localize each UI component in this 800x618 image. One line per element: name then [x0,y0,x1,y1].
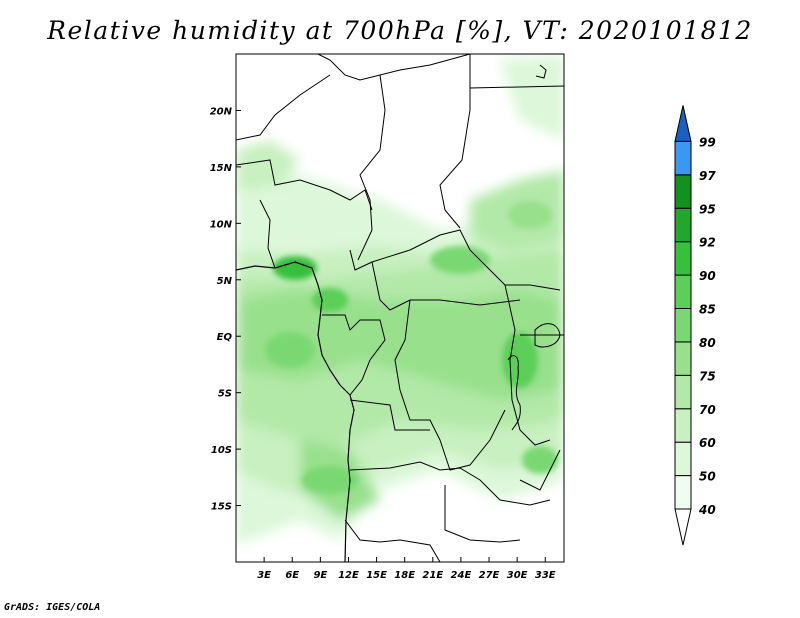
x-tick-label: 6E [285,570,299,581]
colorbar: 40 50 60 70 75 80 85 90 92 95 97 99 [674,105,716,546]
colorbar-segment [674,274,692,310]
colorbar-segment [674,341,692,376]
y-tick-label: 10S [211,445,232,456]
y-tick-label: 5N [217,276,233,287]
y-tick-label: EQ [217,332,233,343]
x-tick-label: 12E [338,570,359,581]
x-tick-label: 18E [394,570,415,581]
colorbar-label: 75 [699,369,716,383]
colorbar-label: 90 [699,269,716,283]
colorbar-high-arrow [674,105,692,142]
y-tick-label: 20N [210,106,233,117]
x-tick-label: 3E [257,570,271,581]
x-tick-label: 27E [479,570,500,581]
x-tick-label: 24E [451,570,472,581]
colorbar-low-arrow [674,508,692,546]
colorbar-label: 80 [699,336,716,350]
colorbar-label: 60 [699,436,716,450]
colorbar-label: 70 [699,403,716,417]
y-tick-label: 15N [210,163,233,174]
colorbar-segment [674,207,692,243]
x-tick-label: 21E [422,570,443,581]
colorbar-label: 50 [699,470,716,484]
country-borders [236,54,564,562]
x-tick-label: 33E [535,570,556,581]
axis-ticks: 3E 6E 9E 12E 15E 18E 21E 24E 27E 30E 33E 20N 15N 10N 5… [210,106,556,581]
chart-title: Relative humidity at 700hPa [%], VT: 202… [47,16,753,45]
colorbar-segment [674,475,692,510]
colorbar-segment [674,374,692,410]
y-tick-label: 10N [210,219,233,230]
map-frame [235,53,565,563]
colorbar-label: 99 [699,135,716,149]
colorbar-segment [674,408,692,443]
humidity-field [236,54,564,562]
colorbar-segment [674,441,692,477]
x-tick-label: 15E [366,570,387,581]
x-tick-label: 30E [507,570,528,581]
colorbar-segment [674,241,692,276]
y-tick-label: 5S [218,389,232,400]
colorbar-label: 95 [699,202,716,216]
footer-credit: GrADS: IGES/COLA [4,602,101,613]
colorbar-segment [674,140,692,176]
x-tick-label: 9E [313,570,327,581]
colorbar-label: 40 [698,503,716,517]
colorbar-label: 97 [699,169,716,183]
colorbar-label: 92 [699,236,716,250]
colorbar-segment [674,174,692,209]
colorbar-segment [674,308,692,343]
colorbar-label: 85 [699,303,716,317]
y-tick-label: 15S [211,502,232,513]
